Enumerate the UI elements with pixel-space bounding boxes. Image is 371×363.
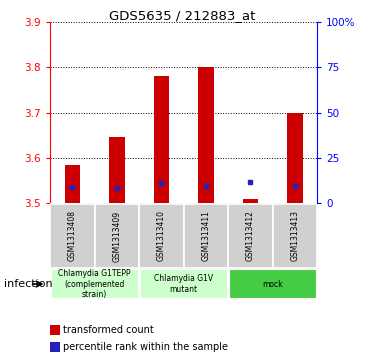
Text: transformed count: transformed count <box>63 325 154 335</box>
Text: GDS5635 / 212883_at: GDS5635 / 212883_at <box>109 9 255 22</box>
FancyBboxPatch shape <box>50 269 139 299</box>
FancyBboxPatch shape <box>139 204 184 268</box>
Bar <box>198 67 214 203</box>
FancyBboxPatch shape <box>50 204 95 268</box>
Text: infection: infection <box>4 279 52 289</box>
Text: GSM1313408: GSM1313408 <box>68 211 77 261</box>
FancyBboxPatch shape <box>184 204 228 268</box>
Text: GSM1313411: GSM1313411 <box>201 211 210 261</box>
FancyBboxPatch shape <box>95 204 139 268</box>
FancyBboxPatch shape <box>273 204 317 268</box>
Text: GSM1313410: GSM1313410 <box>157 211 166 261</box>
FancyBboxPatch shape <box>139 269 228 299</box>
Bar <box>287 113 303 203</box>
Text: Chlamydia G1TEPP
(complemented
strain): Chlamydia G1TEPP (complemented strain) <box>58 269 131 299</box>
Bar <box>109 138 125 203</box>
Bar <box>154 76 169 203</box>
Bar <box>65 165 80 203</box>
Text: Chlamydia G1V
mutant: Chlamydia G1V mutant <box>154 274 213 294</box>
FancyBboxPatch shape <box>229 269 317 299</box>
Text: mock: mock <box>262 280 283 289</box>
Text: GSM1313409: GSM1313409 <box>112 211 121 261</box>
Text: GSM1313413: GSM1313413 <box>290 211 299 261</box>
Text: GSM1313412: GSM1313412 <box>246 211 255 261</box>
FancyBboxPatch shape <box>228 204 273 268</box>
Text: percentile rank within the sample: percentile rank within the sample <box>63 342 229 352</box>
Bar <box>243 199 258 203</box>
